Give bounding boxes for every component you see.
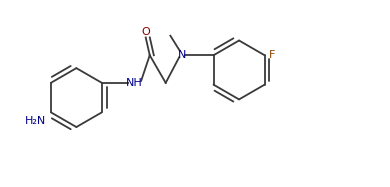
Text: H₂N: H₂N bbox=[25, 116, 46, 126]
Text: NH: NH bbox=[126, 78, 142, 88]
Text: O: O bbox=[141, 27, 150, 37]
Text: N: N bbox=[177, 50, 186, 60]
Text: F: F bbox=[269, 50, 275, 60]
